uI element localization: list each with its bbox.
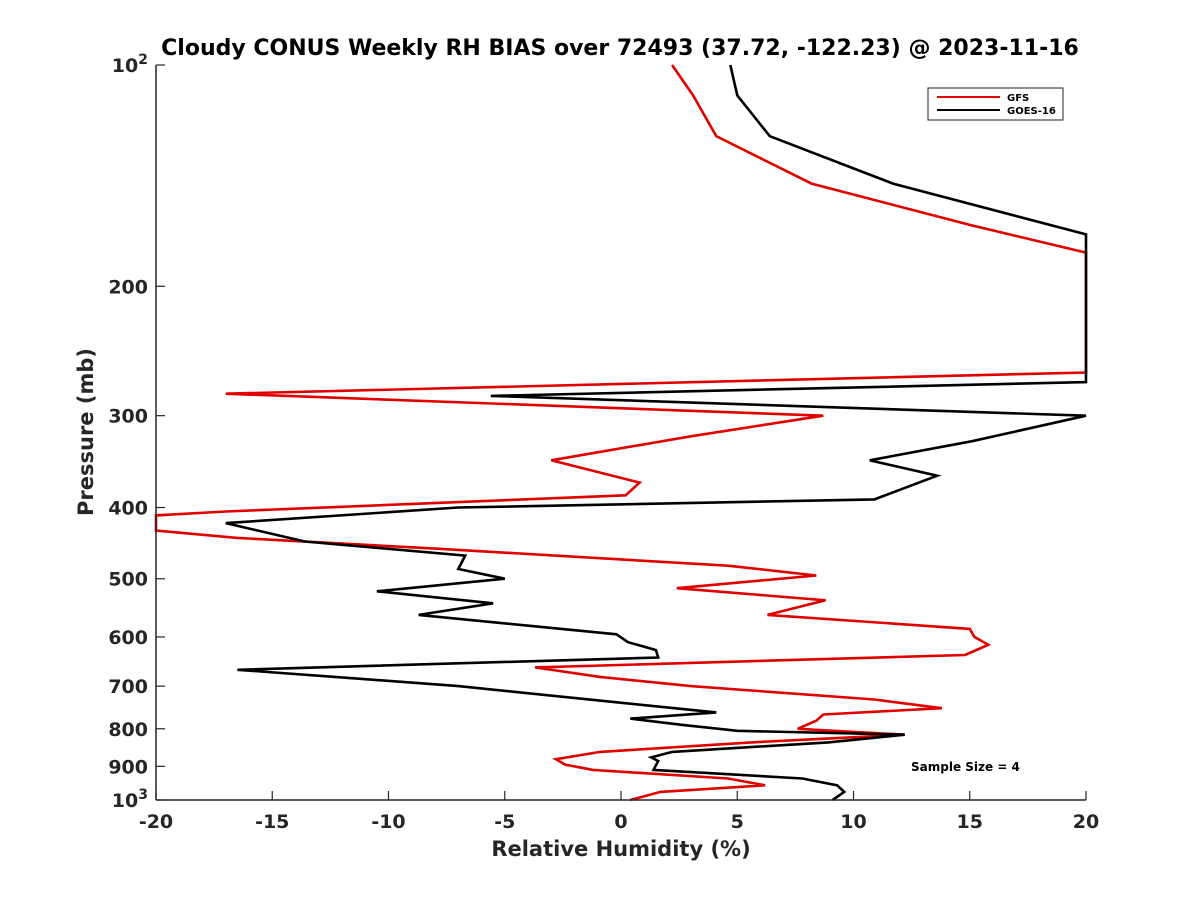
legend-label-gfs: GFS [1007,93,1029,104]
y-tick-label: 102 [112,52,148,77]
y-tick-label: 700 [108,676,148,698]
plot-area [156,65,1086,800]
chart-title: Cloudy CONUS Weekly RH BIAS over 72493 (… [161,36,1079,61]
x-tick-label: 20 [1073,811,1099,833]
x-tick-label: 0 [614,811,627,833]
y-tick-label: 800 [108,719,148,741]
x-tick-label: -15 [255,811,289,833]
x-tick-label: -5 [494,811,515,833]
x-ticks: -20 -15 -10 -5 0 5 10 15 20 [139,791,1099,833]
series-line-gfs [154,64,1088,802]
x-tick-label: -20 [139,811,173,833]
x-tick-label: 5 [731,811,744,833]
y-tick-label: 103 [112,787,148,812]
y-tick-label: 500 [108,569,148,591]
x-tick-label: -10 [371,811,405,833]
legend-label-goes-16: GOES-16 [1007,106,1056,117]
legend-box [927,87,1064,121]
y-tick-label: 400 [108,498,148,520]
y-tick-label: 200 [108,276,148,298]
y-axis-label: Pressure (mb) [74,348,98,516]
legend: GFS GOES-16 [927,87,1064,121]
x-tick-label: 15 [957,811,983,833]
y-tick-label: 900 [108,756,148,778]
series-line-goes-16 [225,64,1088,802]
sample-size-annotation: Sample Size = 4 [911,760,1020,774]
series-layer [154,64,1088,802]
y-tick-label: 600 [108,627,148,649]
x-tick-label: 10 [840,811,866,833]
y-tick-label: 300 [108,406,148,428]
x-axis-label: Relative Humidity (%) [491,837,750,861]
y-ticks: 102 200 300 400 500 600 700 800 900 103 [108,52,165,812]
